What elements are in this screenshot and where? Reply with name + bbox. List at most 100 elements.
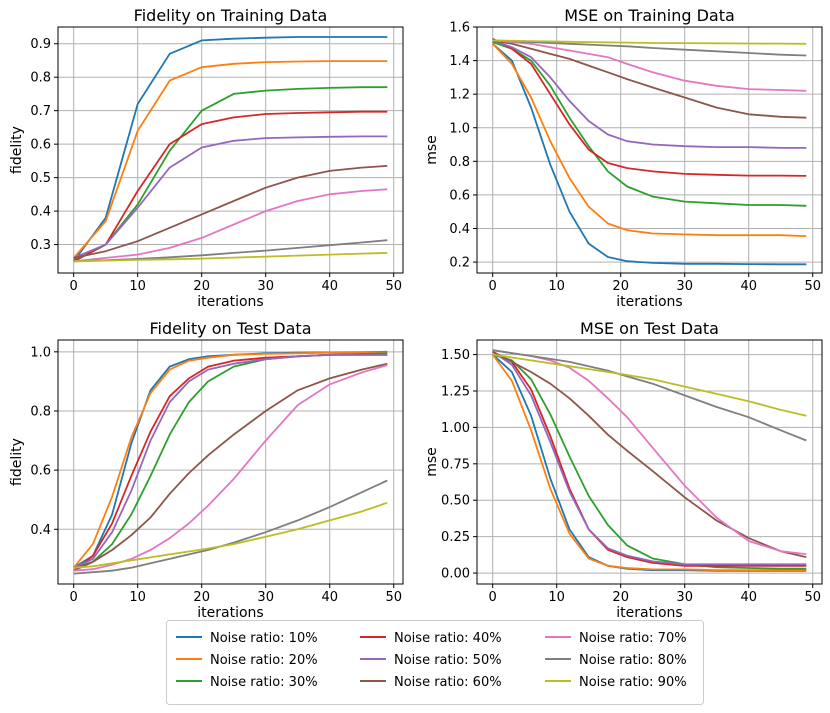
x-tick-label: 40: [740, 279, 757, 294]
y-axis-label: mse: [424, 447, 440, 477]
series-line-70pct: [73, 188, 388, 263]
y-tick-label: 0.5: [30, 171, 51, 186]
x-tick-label: 50: [804, 279, 821, 294]
legend-frame: [166, 620, 704, 705]
series-line-10pct: [492, 353, 807, 572]
series-line-90pct: [492, 353, 807, 417]
series-line-30pct: [492, 41, 807, 207]
y-tick-label: 0.8: [449, 155, 470, 170]
series-line-20pct: [73, 60, 388, 259]
y-tick-label: 0.25: [441, 530, 470, 545]
subplot-title: Fidelity on Test Data: [149, 319, 311, 338]
legend-entry-label: Noise ratio: 50%: [394, 653, 502, 668]
x-tick-label: 20: [193, 590, 210, 605]
x-tick-label: 40: [321, 590, 338, 605]
x-tick-label: 20: [612, 279, 629, 294]
y-tick-label: 0.3: [30, 238, 51, 253]
subplot-2: 0 10 20 30 40 50 0.2 0.4 0.6 0.8 1.0 1.2 1.4 1.6 MSE o…: [424, 6, 823, 310]
y-tick-label: 1.50: [441, 348, 470, 363]
y-tick-label: 1.25: [441, 384, 470, 399]
x-tick-label: 50: [385, 590, 402, 605]
legend-entry-label: Noise ratio: 30%: [210, 675, 318, 690]
subplot-title: MSE on Test Data: [580, 319, 719, 338]
series-group: [491, 349, 807, 572]
y-tick-label: 1.6: [449, 21, 470, 36]
x-tick-label: 0: [70, 279, 78, 294]
series-line-90pct: [492, 39, 807, 45]
x-tick-label: 30: [257, 279, 274, 294]
x-tick-label: 10: [129, 279, 146, 294]
series-line-30pct: [73, 86, 388, 263]
x-tick-label: 0: [70, 590, 78, 605]
x-tick-label: 50: [804, 590, 821, 605]
axes-frame: [57, 26, 404, 274]
y-tick-label: 0.4: [449, 222, 470, 237]
y-tick-label: 1.2: [449, 88, 470, 103]
x-tick-label: 10: [129, 590, 146, 605]
series-line-90pct: [73, 252, 388, 263]
series-line-30pct: [492, 353, 807, 570]
y-tick-label: 0.4: [30, 205, 51, 220]
subplot-title: Fidelity on Training Data: [134, 6, 328, 25]
x-tick-label: 40: [321, 279, 338, 294]
y-tick-label: 0.4: [30, 523, 51, 538]
series-line-80pct: [73, 479, 388, 575]
y-tick-label: 0.8: [30, 404, 51, 419]
x-tick-label: 10: [548, 590, 565, 605]
x-axis-label: iterations: [197, 294, 263, 310]
legend-entry-label: Noise ratio: 70%: [579, 631, 687, 646]
series-line-10pct: [72, 36, 388, 262]
y-tick-label: 1.4: [449, 54, 470, 69]
y-tick-label: 1.0: [30, 345, 51, 360]
x-tick-label: 10: [548, 279, 565, 294]
y-tick-label: 1.0: [449, 121, 470, 136]
series-group: [73, 350, 388, 575]
series-line-20pct: [492, 43, 807, 237]
subplot-4: 0 10 20 30 40 50 0.00 0.25 0.50 0.75 1.00 1.25 1.50 M…: [424, 319, 823, 621]
x-tick-label: 30: [676, 279, 693, 294]
legend-entry-label: Noise ratio: 80%: [579, 653, 687, 668]
y-tick-label: 0.00: [441, 567, 470, 582]
subplot-title: MSE on Training Data: [564, 6, 735, 25]
y-tick-label: 1.00: [441, 421, 470, 436]
y-tick-label: 0.6: [449, 188, 470, 203]
series-line-30pct: [73, 352, 388, 569]
subplot-3: 0 10 20 30 40 50 0.4 0.6 0.8 1.0 Fidelity on Test …: [9, 319, 404, 621]
series-line-40pct: [73, 353, 388, 572]
subplots: 0 10 20 30 40 50 0.3 0.4 0.5 0.6 0.7 0.8 0.9 Fidelity…: [9, 6, 823, 621]
x-tick-label: 40: [740, 590, 757, 605]
series-line-10pct: [492, 43, 807, 266]
x-tick-label: 0: [489, 279, 497, 294]
x-tick-label: 20: [612, 590, 629, 605]
series-line-60pct: [492, 39, 807, 119]
y-axis-label: fidelity: [9, 126, 25, 174]
legend-entry-label: Noise ratio: 10%: [210, 631, 318, 646]
x-tick-label: 0: [489, 590, 497, 605]
y-tick-label: 0.8: [30, 71, 51, 86]
y-axis-label: fidelity: [9, 438, 25, 486]
y-tick-label: 0.75: [441, 457, 470, 472]
series-group: [72, 36, 388, 263]
series-line-80pct: [492, 39, 807, 57]
axes-frame: [476, 339, 823, 585]
series-line-60pct: [492, 350, 807, 558]
series-group: [492, 38, 807, 266]
y-axis-label: mse: [424, 135, 440, 165]
y-tick-label: 0.50: [441, 494, 470, 509]
series-line-50pct: [73, 135, 388, 259]
y-tick-label: 0.7: [30, 104, 51, 119]
series-line-90pct: [73, 501, 388, 569]
series-line-60pct: [73, 362, 388, 572]
x-axis-label: iterations: [197, 605, 263, 621]
series-line-40pct: [492, 38, 807, 177]
x-tick-label: 50: [385, 279, 402, 294]
subplot-1: 0 10 20 30 40 50 0.3 0.4 0.5 0.6 0.7 0.8 0.9 Fidelity…: [9, 6, 404, 310]
series-line-20pct: [73, 351, 388, 569]
series-line-40pct: [73, 110, 388, 263]
series-line-70pct: [73, 364, 388, 572]
series-line-50pct: [492, 350, 807, 566]
series-line-50pct: [73, 353, 388, 569]
legend-entry-label: Noise ratio: 20%: [210, 653, 318, 668]
series-line-10pct: [73, 350, 388, 569]
